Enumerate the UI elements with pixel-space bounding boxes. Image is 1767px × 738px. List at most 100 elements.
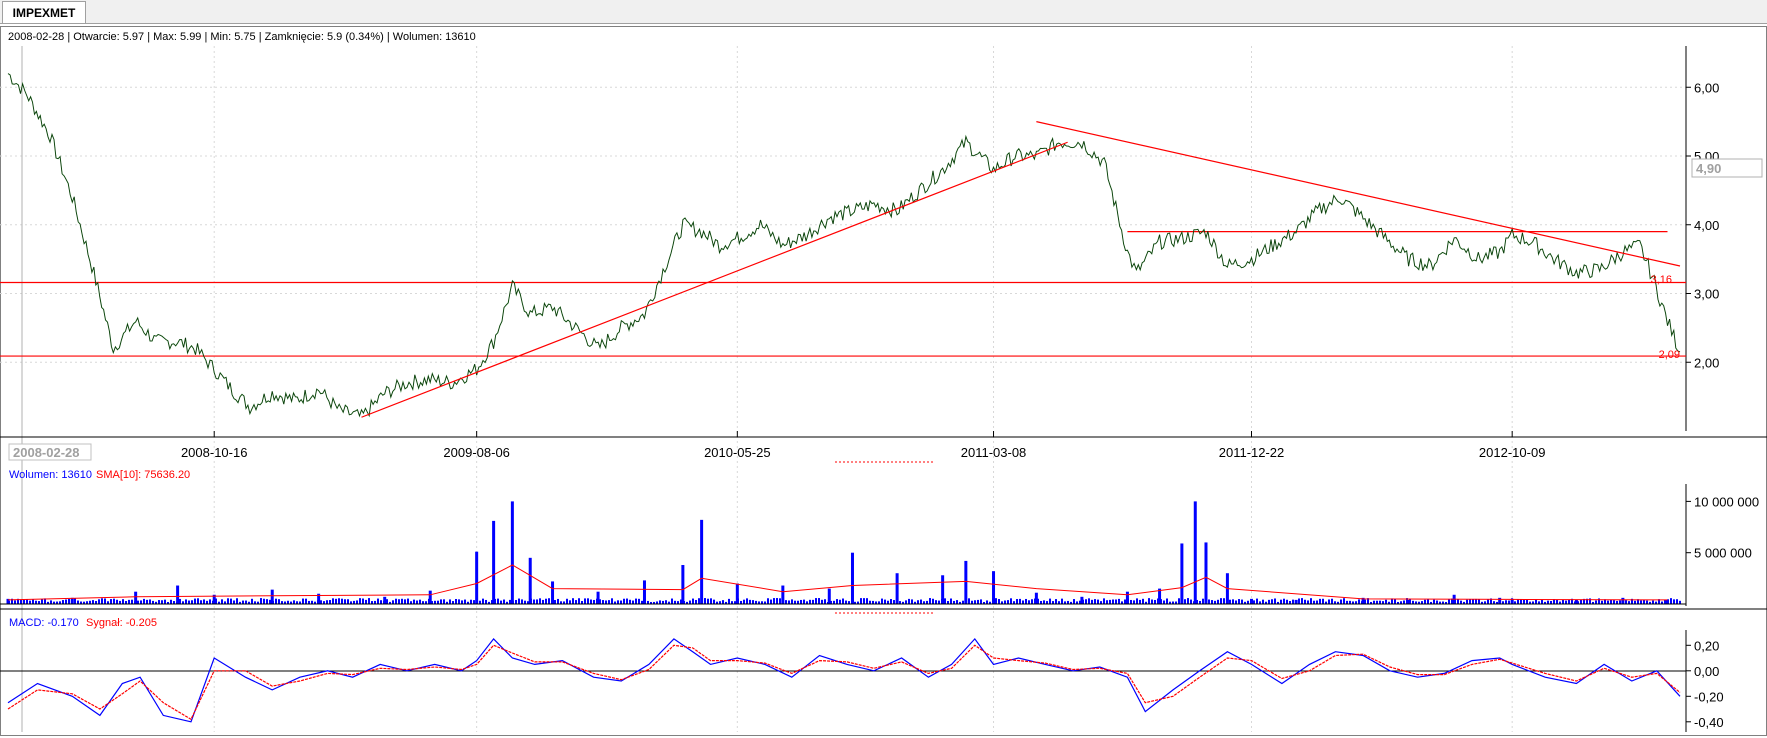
volume-bar [485,599,487,604]
volume-bar [1118,598,1120,604]
x-tick-label: 2010-05-25 [704,445,771,460]
volume-bar [56,601,58,604]
volume-bar [1274,598,1276,604]
volume-bar [416,600,418,604]
volume-bar [227,598,229,604]
volume-bar [692,598,694,604]
volume-bar [1484,601,1486,604]
macd-y-tick-label: -0,40 [1694,715,1724,730]
volume-bar [251,598,253,604]
macd-y-tick-label: 0,20 [1694,638,1719,653]
volume-bar [1172,601,1174,604]
volume-bar [1466,599,1468,604]
volume-bar [1658,599,1660,604]
volume-bar [110,599,112,604]
volume-bar [920,599,922,604]
volume-bar [767,598,769,604]
volume-bar [1649,601,1651,604]
volume-bar [410,601,412,604]
volume-bar [119,600,121,604]
volume-bar [1529,601,1531,604]
volume-bar [1196,599,1198,604]
volume-bar [1061,598,1063,604]
volume-bar [593,599,595,604]
volume-bar [401,598,403,604]
volume-bar [206,600,208,604]
volume-bar [1076,601,1078,604]
volume-bar [1178,598,1180,604]
trend-line[interactable] [361,141,1068,418]
volume-bar [1292,599,1294,604]
volume-bar [764,601,766,604]
volume-bar [491,600,493,604]
volume-bar [914,601,916,604]
volume-bar [932,598,934,604]
volume-bar [1391,598,1393,604]
volume-bar [800,599,802,604]
volume-bar [1244,601,1246,604]
volume-bar [581,601,583,604]
volume-bar [1331,598,1333,604]
volume-bar [428,590,432,604]
volume-bar [314,601,316,604]
volume-bar [92,600,94,604]
volume-bar [1481,601,1483,604]
volume-bar [812,599,814,604]
volume-bar [377,598,379,604]
volume-bar [1294,599,1298,604]
volume-bar [785,600,787,604]
volume-bar [830,600,832,604]
volume-bar [1514,601,1516,604]
volume-bar [761,601,763,604]
volume-bar [1241,599,1243,604]
volume-bar [1523,599,1525,604]
price-line [7,73,1681,418]
volume-bar [1661,601,1663,604]
volume-bar [362,598,364,604]
volume-bar [1190,599,1192,604]
volume-bar [1510,598,1514,604]
volume-bar [584,598,586,604]
volume-bar [1142,598,1144,604]
volume-bar [1625,600,1627,604]
volume-bar [833,600,835,604]
volume-bar [1340,599,1342,604]
volume-bar [1520,599,1522,604]
volume-bar [269,599,271,604]
volume-bar [506,601,508,604]
volume-bar [164,599,166,604]
trend-line[interactable] [1036,121,1681,267]
volume-bar [1157,598,1159,604]
volume-bar [842,598,844,604]
volume-bar [128,599,130,604]
trend-lines[interactable] [361,121,1681,418]
volume-bar [1562,599,1564,604]
stock-chart[interactable]: 2008-02-28 | Otwarcie: 5.97 | Max: 5.99 … [0,26,1767,736]
volume-bar [1301,598,1303,604]
volume-bar [575,600,577,604]
volume-bar [1115,599,1117,604]
symbol-tab[interactable]: IMPEXMET [2,1,86,23]
volume-bar [1158,588,1162,604]
volume-bar [278,599,280,604]
macd-label: MACD: -0.170 [9,617,79,629]
volume-bar [1199,600,1201,604]
volume-bar [1370,601,1372,604]
volume-bar [1442,601,1444,604]
volume-bar [1547,600,1549,604]
volume-bar [1424,599,1426,604]
volume-bar [1574,599,1578,604]
volume-bar [1163,600,1165,604]
cursor-price-value: 4,90 [1696,161,1721,176]
volume-bar [1460,600,1462,604]
volume-bar [1004,600,1006,604]
volume-bar [1598,598,1600,604]
volume-bar [1247,600,1249,604]
volume-bar [1352,601,1354,604]
volume-bar [1430,601,1432,604]
volume-bar [270,589,274,604]
volume-bar [1010,598,1012,604]
volume-bar [1013,601,1015,604]
horizontal-lines[interactable] [0,231,1686,357]
volume-bar [302,598,304,604]
